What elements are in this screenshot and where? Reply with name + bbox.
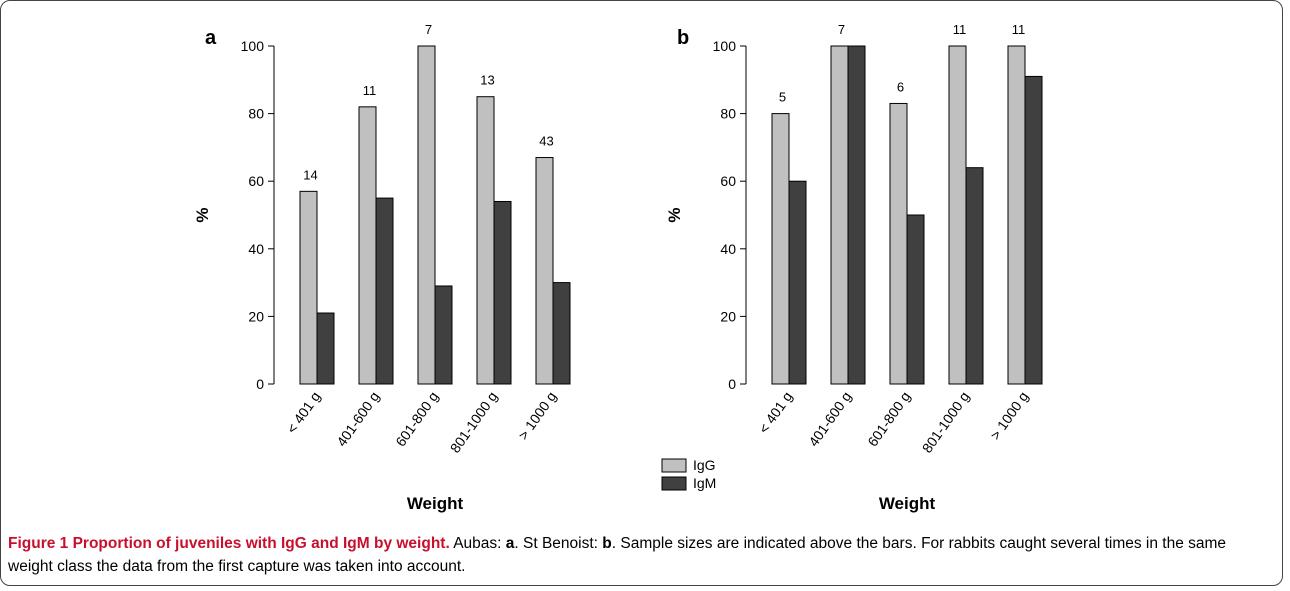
sample-size-label: 6 xyxy=(897,79,904,94)
caption-text-2: . St Benoist: xyxy=(514,535,603,552)
bar-igg xyxy=(535,157,554,385)
caption-bold-a: a xyxy=(505,535,515,552)
bar-igg xyxy=(299,190,318,385)
x-tick-label: > 1000 g xyxy=(515,389,560,443)
bar-igm xyxy=(552,282,571,385)
legend-swatch-igm xyxy=(661,476,687,491)
bar-igg xyxy=(771,113,790,385)
bar-igm xyxy=(375,197,394,385)
caption-bold-b: b xyxy=(602,535,612,552)
bar-igm xyxy=(493,200,512,385)
x-tick-label: > 1000 g xyxy=(987,389,1032,443)
x-tick-label: < 401 g xyxy=(755,389,795,437)
legend-swatch-igg xyxy=(661,458,687,473)
caption-text-1: Aubas: xyxy=(449,535,506,552)
x-tick-label: 601-800 g xyxy=(392,389,441,450)
bar-igm xyxy=(1024,75,1043,385)
y-tick-label: 60 xyxy=(248,173,264,189)
y-tick-label: 20 xyxy=(248,308,264,324)
legend-label-igg: IgG xyxy=(693,457,716,473)
bar-igg xyxy=(889,102,908,385)
figure-caption: Figure 1 Proportion of juveniles with Ig… xyxy=(8,532,1268,578)
panel-b: b 0 20 40 60 80 100% 5 < 401 g 7 401-600 g 6 601-800… xyxy=(665,22,1043,513)
sample-size-label: 7 xyxy=(838,22,845,37)
y-tick-label: 0 xyxy=(256,376,264,392)
sample-size-label: 43 xyxy=(539,134,553,149)
y-tick-label: 80 xyxy=(720,106,736,122)
x-tick-label: 401-600 g xyxy=(805,389,854,450)
sample-size-label: 11 xyxy=(1012,22,1026,37)
sample-size-label: 13 xyxy=(480,73,494,88)
bar-igg xyxy=(358,106,377,385)
x-axis-title: Weight xyxy=(407,494,464,513)
y-tick-label: 20 xyxy=(720,308,736,324)
y-axis-title: % xyxy=(193,207,212,222)
y-tick-label: 60 xyxy=(720,173,736,189)
legend: IgG IgM xyxy=(661,457,716,491)
caption-title: Figure 1 Proportion of juveniles with Ig… xyxy=(8,535,450,552)
bar-igg xyxy=(1007,45,1026,385)
x-tick-label: 401-600 g xyxy=(333,389,382,450)
panel-a: a 0 20 40 60 80 100% 14 < 401 g 11 401-600 g 7 601-8… xyxy=(193,22,571,513)
y-tick-label: 0 xyxy=(728,376,736,392)
sample-size-label: 5 xyxy=(779,90,786,105)
sample-size-label: 7 xyxy=(425,22,432,37)
bar-igg xyxy=(830,45,849,385)
panel-label: b xyxy=(677,27,689,49)
panel-label: a xyxy=(205,27,217,49)
y-tick-label: 100 xyxy=(713,38,737,54)
bar-igg xyxy=(476,96,495,385)
sample-size-label: 11 xyxy=(363,83,377,98)
bar-igm xyxy=(788,180,807,385)
bar-igm xyxy=(906,214,925,385)
x-tick-label: 801-1000 g xyxy=(447,389,501,456)
legend-label-igm: IgM xyxy=(693,475,716,491)
bar-igm xyxy=(434,285,453,385)
bar-igm xyxy=(316,312,335,385)
y-axis-title: % xyxy=(665,207,684,222)
bar-igm xyxy=(965,167,984,385)
sample-size-label: 11 xyxy=(953,22,967,37)
x-tick-label: < 401 g xyxy=(283,389,323,437)
x-axis-title: Weight xyxy=(879,494,936,513)
x-tick-label: 601-800 g xyxy=(864,389,913,450)
bar-igg xyxy=(948,45,967,385)
sample-size-label: 14 xyxy=(303,167,317,182)
y-tick-label: 40 xyxy=(720,241,736,257)
x-tick-label: 801-1000 g xyxy=(919,389,973,456)
y-tick-label: 80 xyxy=(248,106,264,122)
y-tick-label: 40 xyxy=(248,241,264,257)
y-tick-label: 100 xyxy=(241,38,265,54)
caption-text-3: . Sample sizes are indicated above the b… xyxy=(8,535,1227,575)
bar-igm xyxy=(847,45,866,385)
bar-igg xyxy=(417,45,436,385)
